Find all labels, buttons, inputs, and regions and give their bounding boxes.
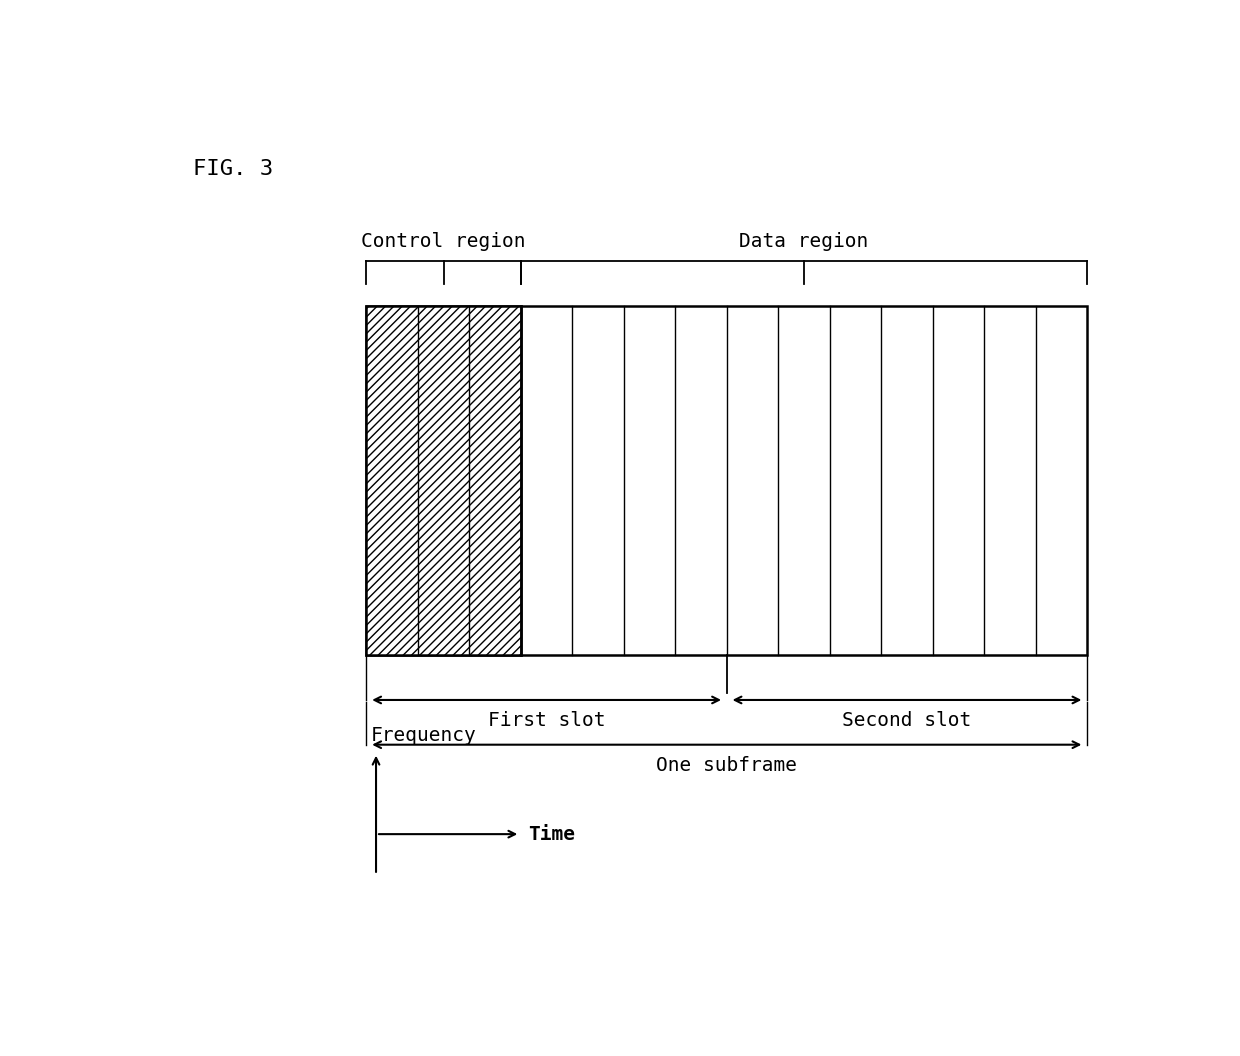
Bar — [367, 305, 521, 655]
Text: First slot: First slot — [487, 712, 605, 731]
Bar — [367, 305, 1087, 655]
Text: Frequency: Frequency — [371, 725, 477, 744]
Text: Time: Time — [528, 825, 575, 844]
Text: FIG. 3: FIG. 3 — [193, 159, 274, 180]
Text: Control region: Control region — [361, 232, 526, 251]
Text: Second slot: Second slot — [842, 712, 972, 731]
Text: One subframe: One subframe — [656, 756, 797, 775]
Text: Data region: Data region — [739, 232, 869, 251]
